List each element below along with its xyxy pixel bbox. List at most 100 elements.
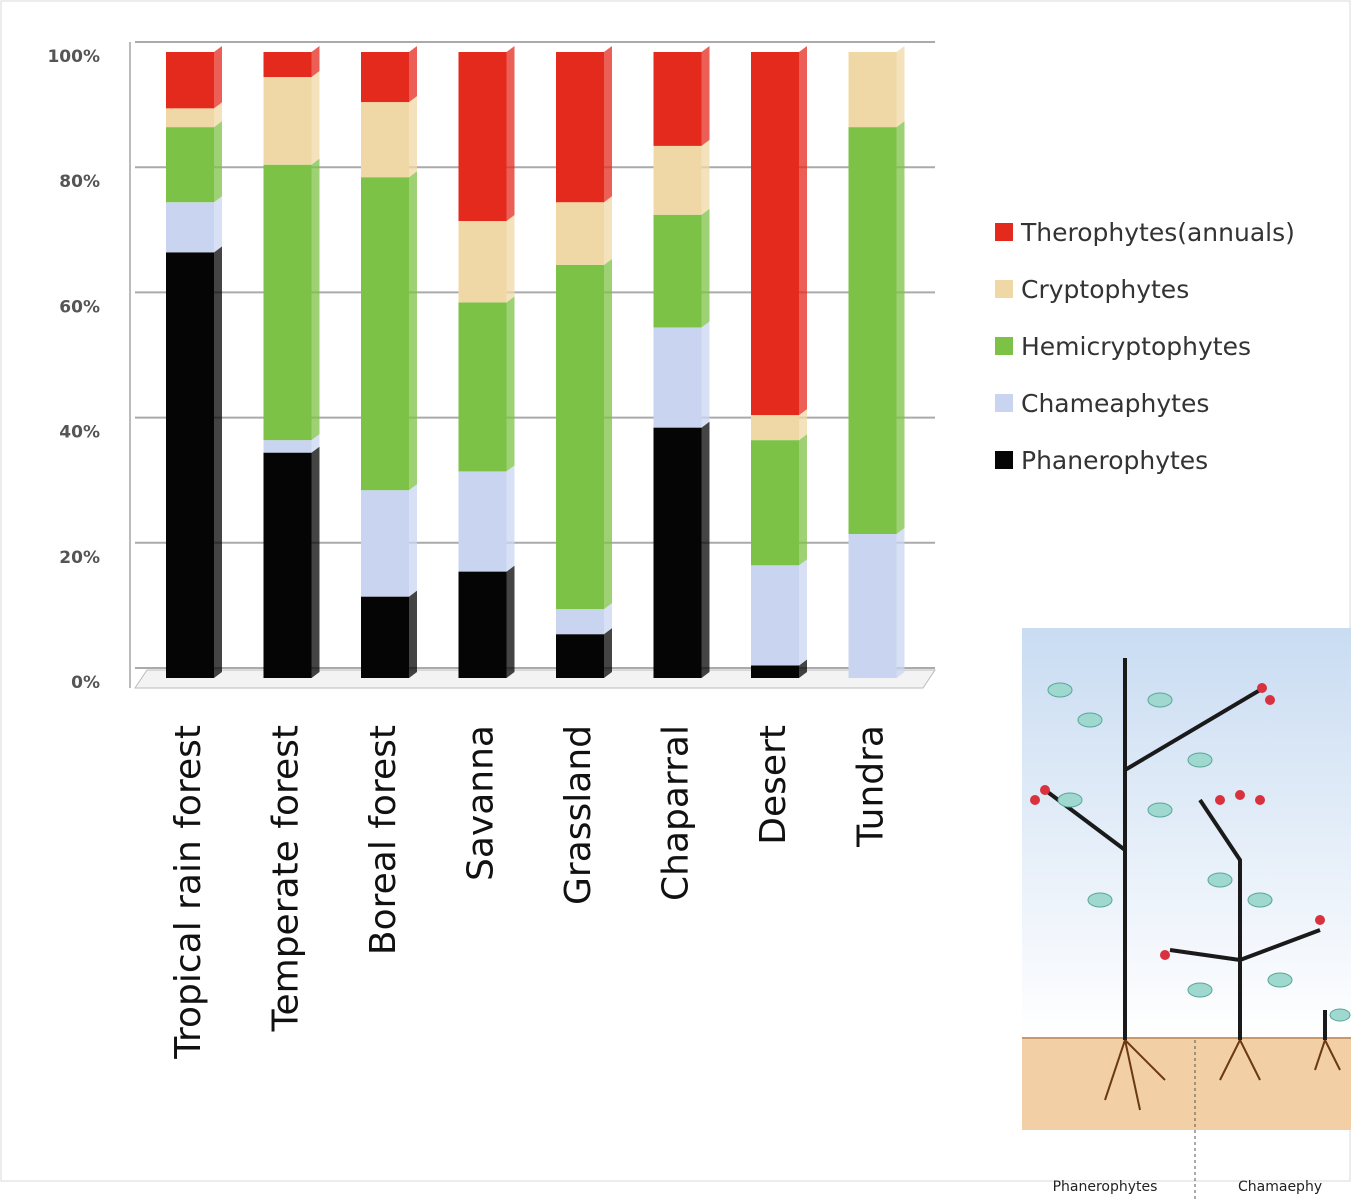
legend-swatch [995,394,1013,412]
bar-segment [848,534,897,678]
bar-segment [361,102,409,178]
bar-side [214,121,222,203]
x-tick-label: Desert [753,725,794,845]
legend-label: Cryptophytes [1021,275,1189,304]
bar-side [896,121,905,535]
bar-side [214,46,222,109]
bar-segment [361,596,409,678]
bar-segment [556,202,604,265]
bar-segment [653,52,702,146]
bar-side [896,46,905,128]
bar-segment [653,327,702,428]
bar-segment [848,127,897,535]
bar-side [799,434,807,566]
bar-side [604,628,612,678]
bar-segment [556,52,604,203]
bar-segment [653,427,702,678]
illustration: Phanerophytes Chamaephy [1022,628,1351,1200]
y-tick-label: 60% [59,297,100,317]
bar-segment [751,665,799,678]
bar-side [604,46,612,203]
bar-segment [751,440,799,566]
illustration-label: Chamaephy [1238,1179,1322,1195]
bar-side [311,46,320,78]
bar-side [311,71,320,165]
bar-side [506,565,515,678]
legend-swatch [995,280,1013,298]
bar-side [409,171,417,491]
bar-segment [458,52,507,222]
x-tick-label: Savanna [461,725,502,881]
bar-side [799,559,807,666]
bar-side [214,246,222,678]
bar-side [409,96,417,178]
legend-swatch [995,451,1013,469]
y-tick-label: 20% [59,548,100,568]
bar-side [311,446,320,678]
x-tick-label: Tundra [851,725,892,848]
bar-side [214,196,222,253]
bar-segment [166,52,214,109]
x-tick-label: Tropical rain forest [168,725,209,1060]
y-tick-label: 100% [47,47,100,67]
bar-segment [458,221,507,303]
bar-side [701,139,710,215]
bar-side [604,196,612,265]
bar-side [506,296,515,472]
x-tick-label: Boreal forest [363,725,404,955]
bar-segment [361,177,409,491]
bar-side [409,590,417,678]
bar-segment [751,52,799,416]
bar-segment [263,77,312,165]
bar-side [896,528,905,678]
bar-segment [458,471,507,572]
bar-segment [166,108,214,128]
bar-segment [556,264,604,610]
bar-segment [751,565,799,666]
bar-segment [263,52,312,78]
bar-side [409,484,417,597]
bar-side [604,258,612,610]
bar-side [799,659,807,678]
bar-side [701,421,710,678]
y-tick-label: 0% [71,673,100,693]
bar-segment [556,634,604,678]
bar-segment [458,571,507,678]
legend-label: Phanerophytes [1021,446,1208,475]
bar-side [701,321,710,428]
y-tick-label: 40% [59,423,100,443]
bar-segment [653,214,702,328]
legend-label: Chameaphytes [1021,389,1209,418]
y-tick-label: 80% [59,172,100,192]
bar-segment [361,490,409,597]
bar-side [311,158,320,441]
bar-segment [166,252,214,678]
legend-swatch [995,337,1013,355]
bar-segment [263,440,312,453]
legend-label: Therophytes(annuals) [1020,218,1295,247]
bar-side [506,46,515,222]
bar-side [701,208,710,328]
legend-swatch [995,223,1013,241]
bar-segment [263,452,312,678]
bar-side [701,46,710,146]
x-tick-label: Chaparral [656,725,697,901]
bar-segment [848,52,897,128]
bar-segment [653,145,702,215]
bar-side [604,603,612,635]
bar-side [311,434,320,453]
bar-segment [556,609,604,635]
bar-side [214,102,222,128]
bar-segment [263,164,312,441]
bar-side [799,46,807,416]
bar-side [506,465,515,572]
bar-segment [751,415,799,441]
bar-side [409,46,417,103]
illustration-label: Phanerophytes [1053,1179,1158,1195]
bar-side [506,215,515,303]
bar-segment [361,52,409,103]
bar-segment [166,127,214,203]
